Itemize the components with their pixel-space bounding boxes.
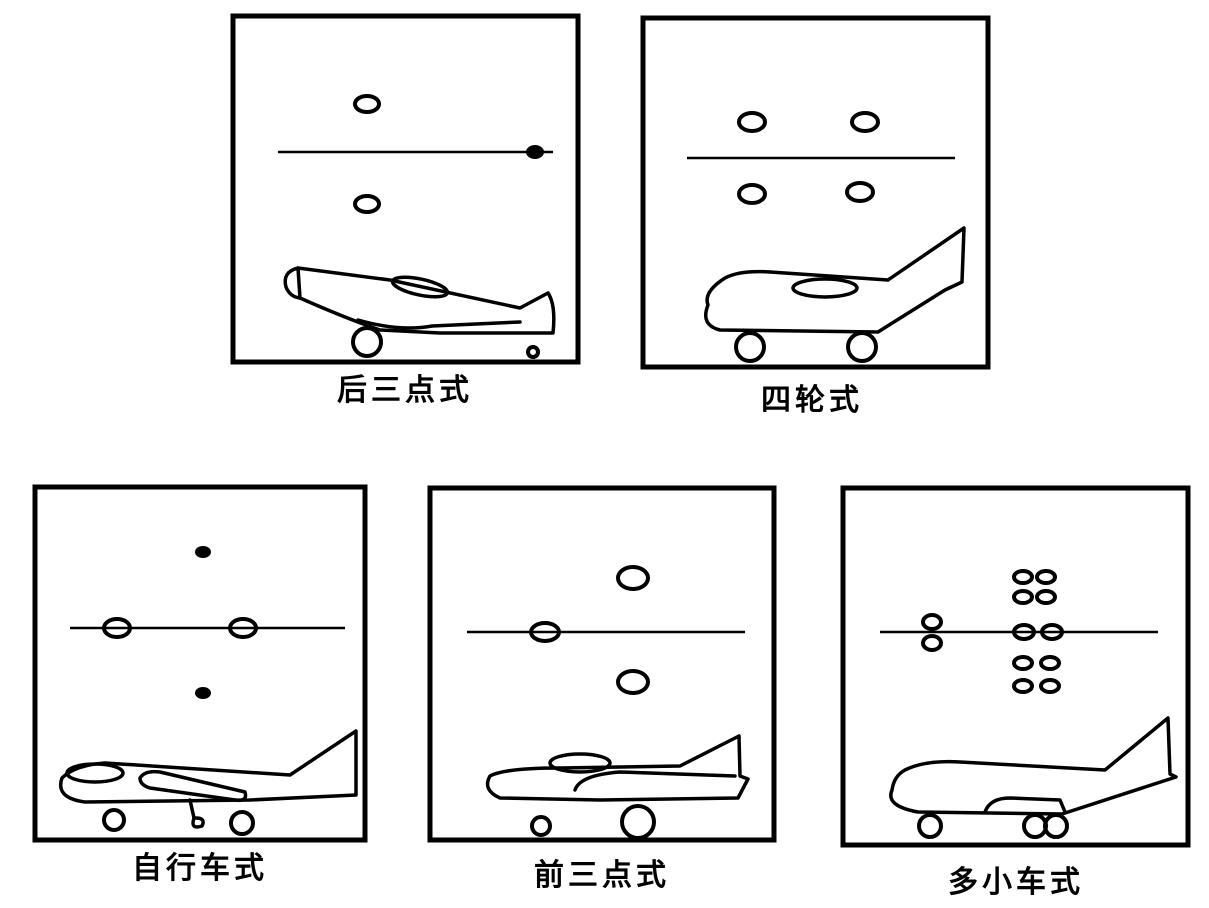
main-wheel-mark — [1012, 678, 1034, 694]
main-wheel-mark — [353, 194, 381, 214]
main-wheel-mark — [1012, 655, 1034, 671]
panel-label: 前三点式 — [534, 858, 670, 893]
nose-wheel-mark — [921, 613, 943, 631]
fuselage — [59, 729, 358, 804]
side-view-airplane — [485, 734, 750, 840]
fuselage — [704, 226, 966, 334]
main-wheel-mark — [353, 94, 381, 114]
main-wheel-mark — [1040, 623, 1064, 641]
wheel-mark — [850, 111, 880, 133]
panel-four-wheel: 四轮式 — [640, 15, 991, 418]
main-wheel-mark — [616, 669, 650, 695]
nose-spinner — [283, 266, 302, 300]
panel-frame — [230, 13, 581, 365]
main-wheel-mark — [1039, 678, 1061, 694]
fuselage — [889, 716, 1178, 816]
panel-frame — [427, 485, 777, 843]
main-wheel-mark — [102, 617, 132, 639]
wheel-mark — [737, 183, 767, 205]
main-wheel — [620, 804, 656, 840]
wing-root — [983, 796, 1067, 814]
main-wheel-mark — [1012, 589, 1034, 605]
nose-wheel-mark — [921, 634, 943, 652]
tail-wheel-mark — [526, 145, 544, 159]
front-wheel — [102, 808, 126, 832]
canopy — [65, 762, 125, 784]
panel-tricycle: 前三点式 — [427, 485, 777, 893]
side-view-airplane — [59, 729, 358, 836]
main-wheel-mark — [1012, 623, 1036, 641]
main-wheel-mark — [1012, 569, 1034, 585]
main-wheel-mark — [1035, 569, 1057, 585]
panel-label: 后三点式 — [337, 373, 473, 408]
top-view — [880, 569, 1158, 694]
main-wheel — [1043, 813, 1069, 839]
nose-wheel-mark — [529, 621, 561, 643]
panel-label: 自行车式 — [132, 851, 268, 886]
nose-wheel — [917, 813, 943, 839]
panel-frame — [640, 15, 991, 370]
tail-wheel — [526, 345, 540, 359]
outrigger-wheel-mark — [195, 546, 211, 558]
top-view — [70, 546, 345, 699]
wing — [356, 318, 522, 330]
top-view — [687, 111, 955, 205]
panel-label: 四轮式 — [761, 383, 863, 418]
side-view-airplane — [704, 226, 966, 363]
side-view-airplane — [283, 266, 556, 359]
fuselage — [296, 266, 556, 335]
rear-wheel — [846, 331, 878, 363]
panel-frame — [32, 484, 368, 843]
top-view — [278, 94, 553, 214]
main-wheel — [351, 326, 383, 358]
main-wheel-mark — [1035, 589, 1057, 605]
panel-frame — [840, 485, 1191, 848]
main-wheel — [1022, 813, 1048, 839]
main-wheel-mark — [616, 565, 650, 591]
canopy — [390, 275, 450, 299]
main-wheel-mark — [228, 617, 258, 639]
top-view — [467, 565, 745, 695]
main-wheel-mark — [1039, 655, 1061, 671]
wheel-mark — [845, 181, 875, 203]
canopy — [791, 277, 859, 299]
wing — [138, 769, 248, 803]
side-view-airplane — [889, 716, 1178, 839]
panel-taildragger: 后三点式 — [230, 13, 581, 408]
fuselage — [485, 734, 750, 802]
nose-wheel — [530, 815, 552, 837]
front-wheel — [734, 331, 766, 363]
wing — [573, 770, 737, 792]
rear-wheel — [229, 810, 255, 836]
panel-label: 多小车式 — [948, 865, 1084, 900]
canopy — [548, 752, 612, 774]
panel-bicycle: 自行车式 — [32, 484, 368, 886]
panel-multi-bogie: 多小车式 — [840, 485, 1191, 900]
wheel-mark — [737, 111, 767, 133]
outrigger-strut — [188, 798, 205, 829]
outrigger-wheel-mark — [195, 687, 211, 699]
